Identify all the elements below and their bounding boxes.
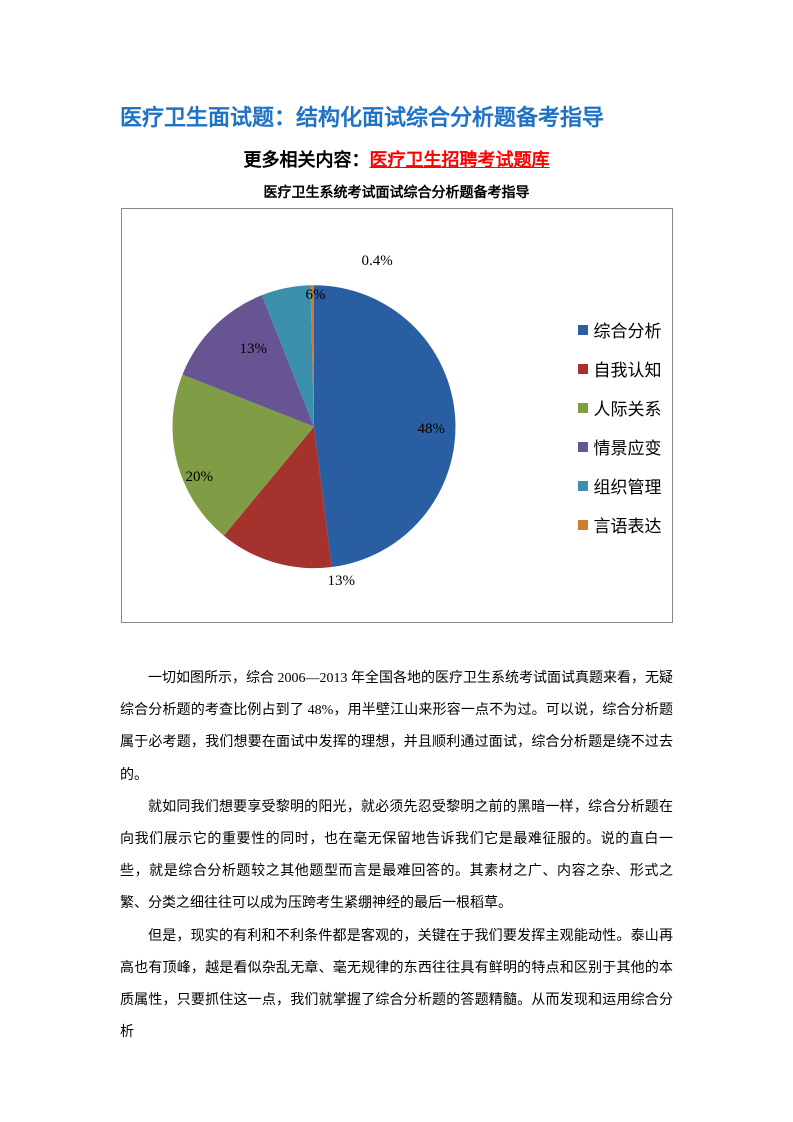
legend-label: 自我认知 [594,356,662,381]
paragraph: 一切如图所示，综合 2006—2013 年全国各地的医疗卫生系统考试面试真题来看… [120,663,673,792]
slice-label: 6% [306,287,326,304]
legend-swatch [578,481,588,491]
page-title: 医疗卫生面试题：结构化面试综合分析题备考指导 [120,100,673,132]
legend-item: 情景应变 [578,434,662,459]
slice-label: 13% [328,573,356,590]
subtitle-row: 更多相关内容：医疗卫生招聘考试题库 [120,146,673,172]
legend-label: 组织管理 [594,473,662,498]
chart-legend: 综合分析自我认知人际关系情景应变组织管理言语表达 [578,317,662,551]
slice-label: 48% [418,421,446,438]
legend-item: 自我认知 [578,356,662,381]
legend-label: 言语表达 [594,512,662,537]
legend-swatch [578,442,588,452]
paragraph: 但是，现实的有利和不利条件都是客观的，关键在于我们要发挥主观能动性。泰山再高也有… [120,921,673,1050]
subtitle-label: 更多相关内容： [244,150,370,170]
legend-label: 情景应变 [594,434,662,459]
pie-wrap: 48%13%20%13%6%0.4% [146,241,482,577]
legend-label: 综合分析 [594,317,662,342]
legend-item: 组织管理 [578,473,662,498]
paragraph: 就如同我们想要享受黎明的阳光，就必须先忍受黎明之前的黑暗一样，综合分析题在向我们… [120,792,673,921]
slice-label: 20% [186,469,214,486]
legend-label: 人际关系 [594,395,662,420]
legend-swatch [578,520,588,530]
legend-item: 言语表达 [578,512,662,537]
legend-item: 人际关系 [578,395,662,420]
pie-chart: 48% 13% 20% 13% 6% 0.4% 综合分析自我认知人际关系情景应变组织管理言… [121,208,673,623]
body-text: 一切如图所示，综合 2006—2013 年全国各地的医疗卫生系统考试面试真题来看… [120,663,673,1049]
legend-item: 综合分析 [578,317,662,342]
exam-bank-link[interactable]: 医疗卫生招聘考试题库 [370,150,550,170]
legend-swatch [578,403,588,413]
slice-label: 0.4% [362,253,393,270]
legend-swatch [578,364,588,374]
legend-swatch [578,325,588,335]
slice-label: 13% [240,341,268,358]
chart-title: 医疗卫生系统考试面试综合分析题备考指导 [120,182,673,202]
